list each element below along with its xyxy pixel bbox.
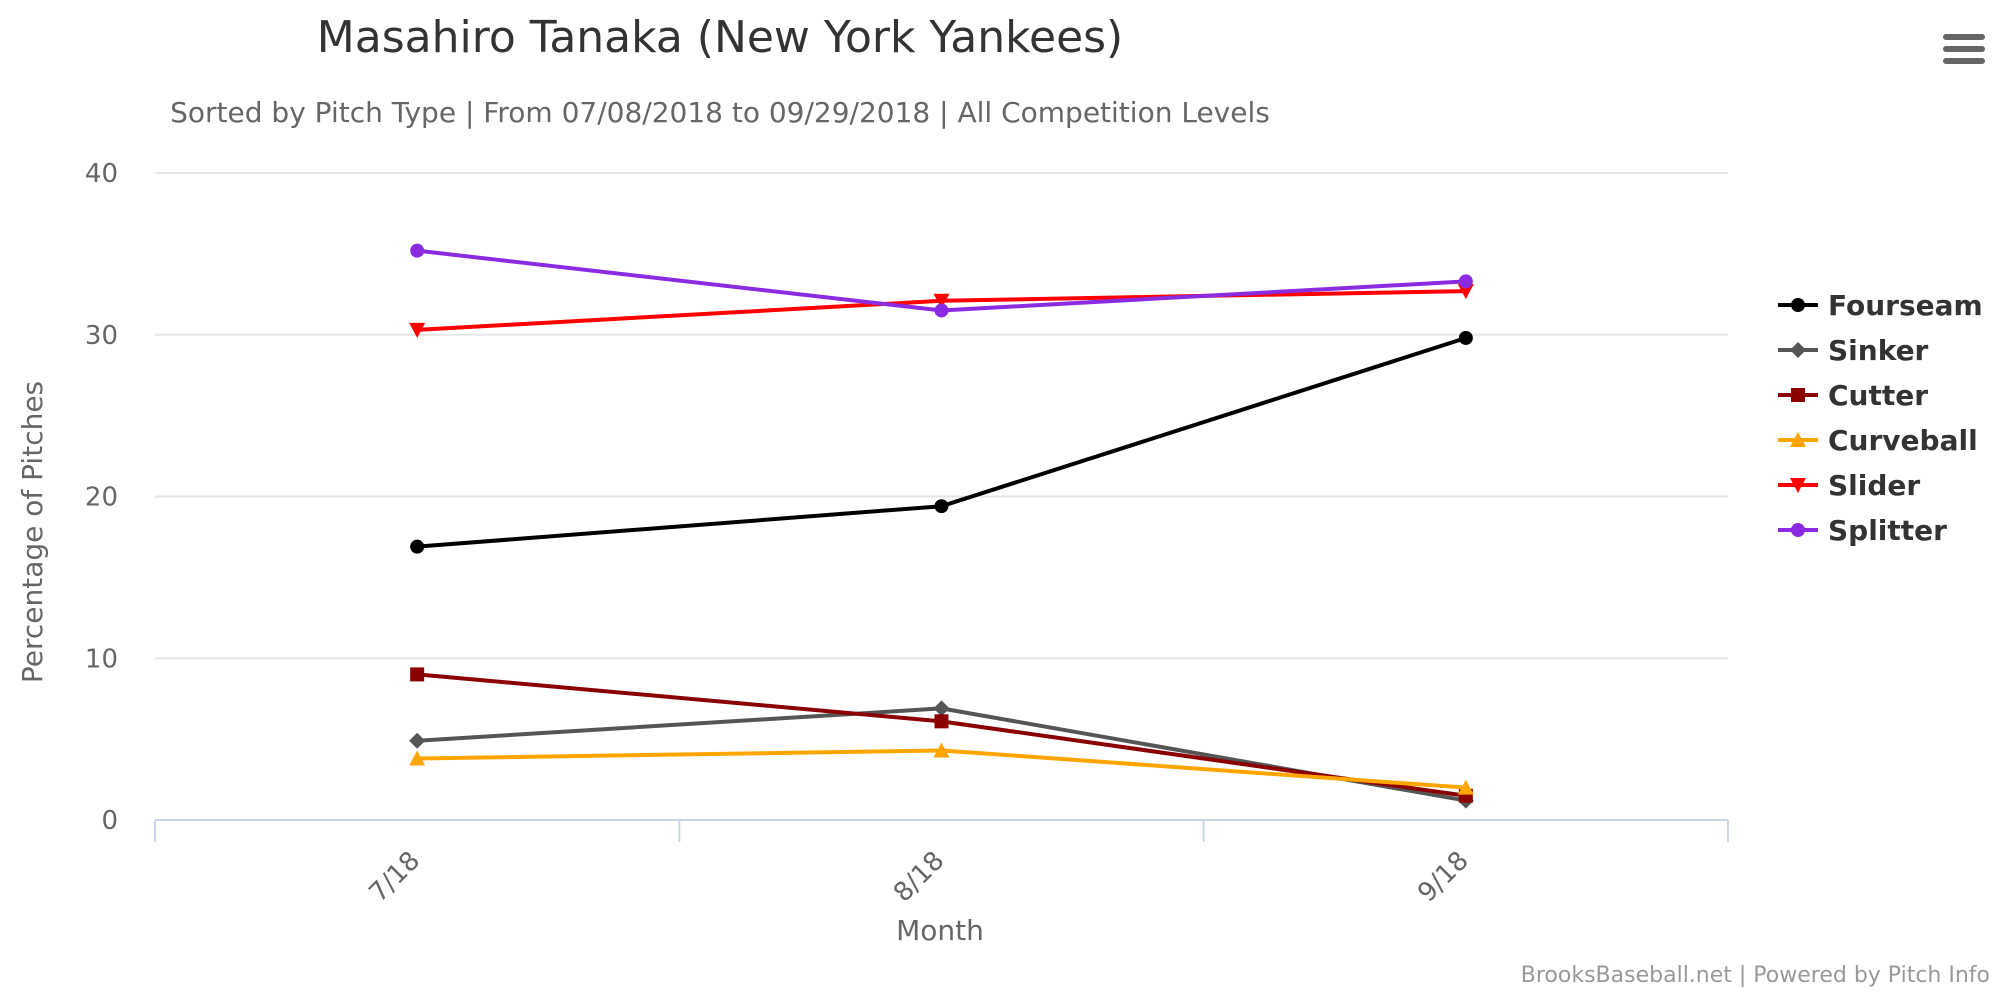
legend-marker[interactable] <box>1790 432 1806 447</box>
chart-subtitle: Sorted by Pitch Type | From 07/08/2018 t… <box>170 96 1270 129</box>
series-line-fourseam[interactable] <box>417 336 1467 549</box>
legend-label: Sinker <box>1828 334 1929 367</box>
gridlines <box>155 172 1728 660</box>
data-point-slider[interactable] <box>409 322 426 338</box>
y-tick-label: 20 <box>85 483 118 513</box>
x-tick-label: 9/18 <box>1412 846 1475 909</box>
legend-item-slider[interactable]: Slider <box>1778 469 1920 502</box>
legend-marker[interactable] <box>1791 523 1805 537</box>
legend-item-fourseam[interactable]: Fourseam <box>1778 289 1983 322</box>
data-point-sinker[interactable] <box>409 732 426 749</box>
x-tick-label: 7/18 <box>364 846 427 909</box>
legend-label: Cutter <box>1828 379 1928 412</box>
hamburger-menu-icon[interactable] <box>1938 28 1990 74</box>
data-point-fourseam[interactable] <box>934 499 949 514</box>
legend-item-cutter[interactable]: Cutter <box>1778 379 1928 412</box>
legend-label: Curveball <box>1828 424 1978 457</box>
data-point-fourseam[interactable] <box>410 539 425 554</box>
legend-marker[interactable] <box>1791 298 1805 312</box>
data-point-splitter[interactable] <box>934 303 949 318</box>
legend-marker[interactable] <box>1790 478 1806 493</box>
legend-marker[interactable] <box>1790 342 1806 358</box>
data-point-fourseam[interactable] <box>1458 330 1473 345</box>
axes: 0 10 20 30 40 7/18 8/18 9/18 <box>85 159 1729 909</box>
chart-title: Masahiro Tanaka (New York Yankees) <box>317 12 1123 63</box>
legend-label: Splitter <box>1828 514 1947 547</box>
data-point-curveball[interactable] <box>409 750 426 766</box>
legend-item-sinker[interactable]: Sinker <box>1778 334 1929 367</box>
legend-item-splitter[interactable]: Splitter <box>1778 514 1947 547</box>
legend[interactable]: Fourseam Sinker Cutter Curveball Slider Split… <box>1778 289 1983 547</box>
series-curveball <box>409 742 1474 795</box>
series-slider <box>409 284 1474 338</box>
x-axis-title: Month <box>896 914 984 947</box>
data-point-sinker[interactable] <box>933 700 950 717</box>
legend-label: Fourseam <box>1828 289 1983 322</box>
data-point-curveball[interactable] <box>1457 779 1474 795</box>
legend-marker[interactable] <box>1791 388 1805 402</box>
data-point-splitter[interactable] <box>410 243 425 258</box>
legend-item-curveball[interactable]: Curveball <box>1778 424 1978 457</box>
data-point-curveball[interactable] <box>933 742 950 758</box>
y-tick-label: 30 <box>85 321 118 351</box>
series-cutter <box>410 667 1473 803</box>
y-tick-label: 40 <box>85 159 118 189</box>
data-point-cutter[interactable] <box>410 667 425 682</box>
y-axis-title: Percentage of Pitches <box>16 381 49 683</box>
series-lines <box>409 243 1474 809</box>
y-tick-label: 10 <box>85 644 118 674</box>
chart-credits[interactable]: BrooksBaseball.net | Powered by Pitch In… <box>1521 963 1990 988</box>
y-tick-label: 0 <box>101 806 118 836</box>
x-tick-label: 8/18 <box>888 846 951 909</box>
data-point-splitter[interactable] <box>1458 274 1473 289</box>
series-splitter <box>410 243 1473 318</box>
legend-label: Slider <box>1828 469 1920 502</box>
data-point-slider[interactable] <box>933 293 950 309</box>
data-point-cutter[interactable] <box>934 714 949 729</box>
data-point-slider[interactable] <box>1457 284 1474 300</box>
series-fourseam <box>410 330 1473 554</box>
